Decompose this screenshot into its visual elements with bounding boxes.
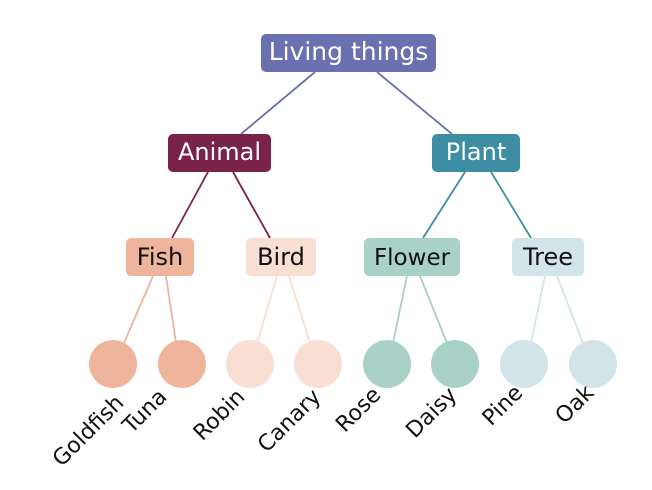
leaf-nodes: Goldfish Tuna Robin Canary Rose Daisy Pi… (48, 340, 617, 472)
node-box (126, 238, 194, 276)
leaf-circle (431, 340, 479, 388)
node-label: Flower (374, 245, 451, 271)
edge-tree-pine (530, 275, 546, 344)
edge-animal-fish (171, 171, 209, 239)
leaf-circle (89, 340, 137, 388)
edge-bird-robin (256, 275, 278, 344)
edge-animal-bird (232, 171, 271, 239)
node-tree: Tree (512, 238, 584, 276)
edge-root-animal (240, 71, 316, 135)
leaf-circle (158, 340, 206, 388)
leaf-rose: Rose (331, 340, 411, 438)
leaf-pine: Pine (478, 340, 548, 431)
leaf-circle (363, 340, 411, 388)
edge-plant-flower (422, 171, 466, 239)
node-bird: Bird (246, 238, 316, 276)
node-box (261, 34, 436, 72)
node-label: Fish (137, 243, 183, 271)
leaf-circle (500, 340, 548, 388)
edge-flower-daisy (419, 275, 448, 344)
leaf-label: Daisy (401, 383, 462, 444)
node-box (512, 238, 584, 276)
edge-fish-tuna (165, 275, 177, 344)
edge-flower-rose (392, 275, 408, 344)
node-fish: Fish (126, 238, 194, 276)
leaf-circle (569, 340, 617, 388)
leaf-label: Goldfish (48, 391, 129, 472)
node-box (432, 134, 520, 172)
leaf-circle (294, 340, 342, 388)
node-label: Tree (522, 243, 573, 271)
edge-plant-tree (490, 171, 532, 239)
leaf-label: Pine (478, 381, 528, 431)
node-box (168, 134, 271, 172)
leaf-oak: Oak (551, 340, 617, 429)
node-label: Plant (446, 138, 506, 166)
node-label: Animal (178, 138, 261, 166)
leaf-goldfish: Goldfish (48, 340, 137, 472)
node-flower: Flower (364, 238, 460, 276)
node-box (364, 238, 460, 276)
node-box (246, 238, 316, 276)
leaf-label: Canary (253, 385, 326, 458)
node-plant: Plant (432, 134, 520, 172)
leaf-label: Rose (331, 383, 386, 438)
edge-root-plant (376, 71, 453, 135)
edge-fish-goldfish (123, 275, 154, 344)
node-label: Bird (257, 243, 305, 271)
edge-tree-oak (556, 275, 584, 344)
node-living-things: Living things (261, 34, 436, 72)
leaf-label: Robin (189, 385, 250, 446)
node-animal: Animal (168, 134, 271, 172)
leaf-daisy: Daisy (401, 340, 479, 443)
leaf-label: Tuna (117, 385, 172, 440)
node-label: Living things (269, 37, 429, 66)
edge-bird-canary (288, 275, 311, 344)
leaf-circle (226, 340, 274, 388)
tree-edges (123, 71, 584, 344)
